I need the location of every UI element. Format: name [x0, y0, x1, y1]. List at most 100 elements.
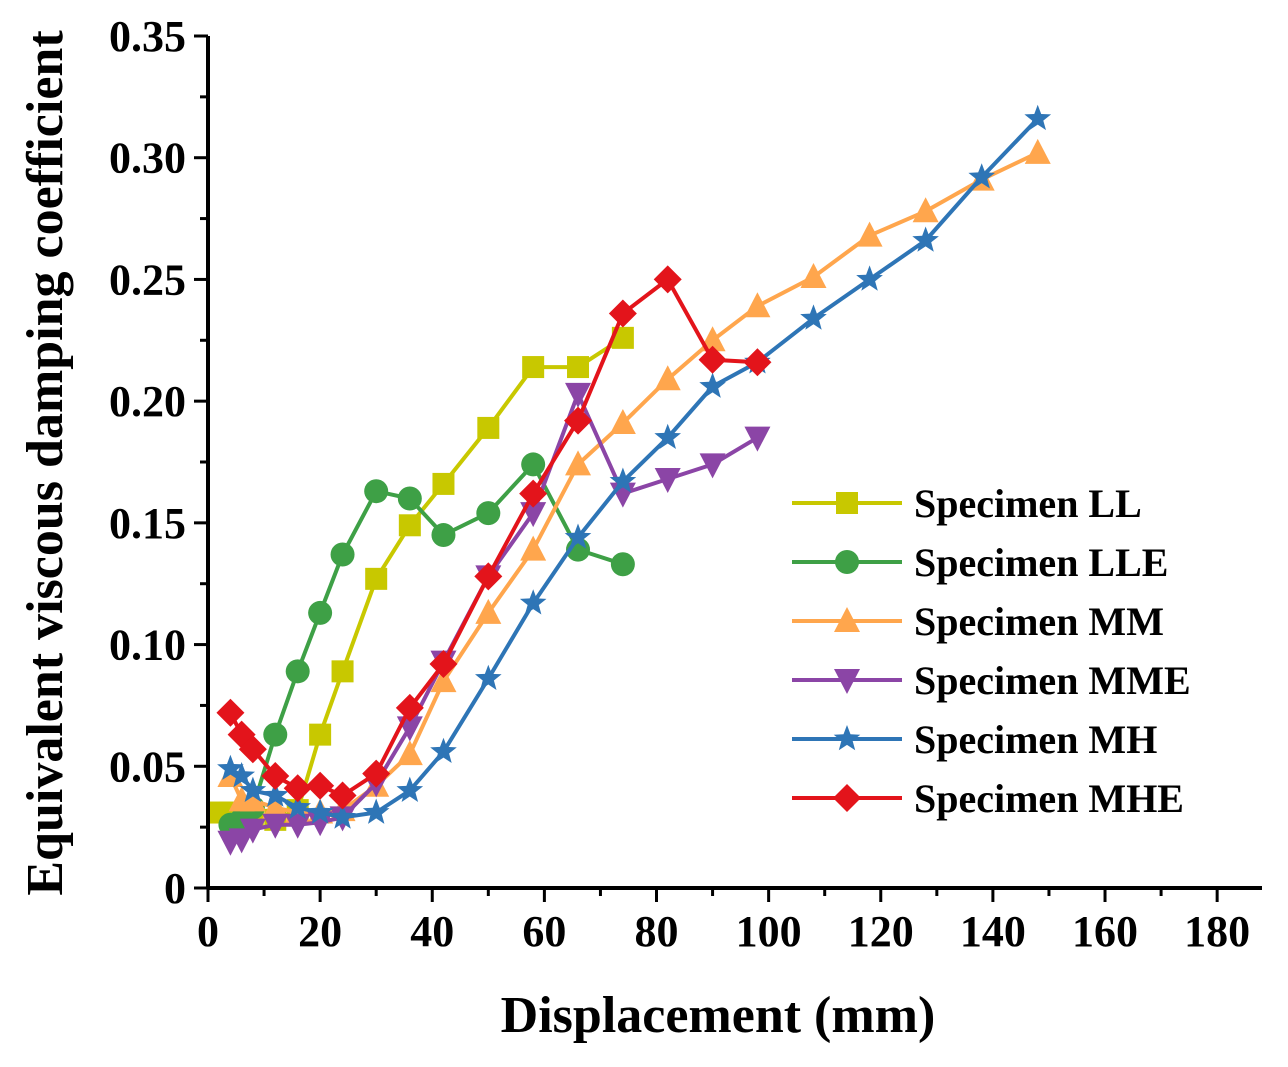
data-point	[397, 486, 422, 511]
x-axis-title: Displacement (mm)	[501, 987, 936, 1044]
data-point	[743, 348, 772, 377]
y-tick-label: 0.30	[109, 134, 186, 183]
legend-label: Specimen LL	[914, 481, 1142, 526]
data-point	[610, 552, 635, 577]
data-point	[474, 562, 503, 591]
data-point	[308, 600, 333, 625]
data-point	[329, 803, 356, 829]
x-tick-label: 140	[960, 907, 1026, 956]
data-point	[362, 759, 391, 788]
data-point	[262, 781, 289, 807]
data-point	[800, 262, 827, 288]
legend-swatch-marker	[833, 784, 861, 812]
data-point	[654, 468, 681, 494]
x-tick-label: 40	[410, 907, 454, 956]
series-line	[229, 117, 1040, 820]
data-point	[432, 472, 455, 495]
data-point	[239, 776, 267, 802]
y-axis-title: Equivalent viscous damping coefficient	[17, 30, 74, 896]
data-point	[398, 514, 421, 537]
data-point	[330, 542, 355, 567]
legend: Specimen LL Specimen LLE Specimen MM Specim…	[792, 481, 1191, 821]
data-point	[430, 737, 457, 763]
data-point	[239, 818, 266, 844]
series-specimen-ll	[208, 326, 634, 831]
data-point	[283, 774, 312, 803]
legend-label: Specimen MME	[914, 658, 1191, 703]
legend-item: Specimen LL	[792, 481, 1142, 526]
x-tick-label: 180	[1184, 907, 1250, 956]
y-tick-label: 0.10	[109, 621, 186, 670]
data-point	[653, 265, 682, 294]
data-point	[262, 813, 289, 839]
y-tick-label: 0.20	[109, 377, 186, 426]
data-point	[565, 382, 592, 408]
y-tick-label: 0.15	[109, 499, 186, 548]
data-point	[431, 523, 456, 548]
legend-item: Specimen LLE	[792, 540, 1168, 585]
legend-swatch-marker	[835, 550, 859, 574]
data-point	[744, 292, 771, 318]
data-point	[364, 479, 389, 504]
legend-label: Specimen MHE	[914, 776, 1184, 821]
legend-item: Specimen MME	[792, 658, 1191, 703]
data-point	[284, 813, 311, 839]
data-point	[968, 163, 995, 189]
data-point	[475, 664, 502, 690]
data-point	[307, 811, 334, 837]
data-point	[263, 722, 288, 747]
data-point	[261, 762, 290, 791]
data-point	[564, 523, 592, 549]
legend-item: Specimen MHE	[792, 776, 1184, 821]
x-tick-label: 20	[298, 907, 342, 956]
series-layer	[208, 104, 1052, 856]
data-point	[475, 598, 502, 624]
data-point	[521, 452, 546, 477]
data-point	[262, 793, 289, 819]
data-point	[699, 372, 726, 398]
x-tick-label: 80	[635, 907, 679, 956]
legend-label: Specimen LLE	[914, 540, 1168, 585]
axes-layer: 0 20 40 60 80 100 120 140 160 180 0 0.05 0.10 0.15 0.2…	[109, 12, 1262, 956]
data-point	[654, 423, 681, 449]
data-point	[912, 197, 939, 223]
data-point	[522, 356, 545, 379]
data-point	[912, 226, 939, 252]
data-point	[396, 740, 423, 766]
x-tick-label: 120	[848, 907, 914, 956]
data-point	[744, 426, 771, 452]
data-point	[477, 416, 500, 439]
data-point	[309, 723, 332, 746]
series-specimen-mhe	[216, 265, 772, 810]
data-point	[228, 762, 255, 788]
legend-item: Specimen MM	[792, 599, 1164, 644]
data-point	[519, 589, 547, 615]
data-point	[306, 798, 334, 824]
legend-swatch-marker	[834, 669, 860, 694]
legend-swatch-marker	[833, 725, 861, 751]
data-point	[429, 650, 458, 679]
data-point	[800, 304, 827, 330]
data-point	[395, 693, 424, 722]
series-line	[228, 150, 1039, 815]
y-tick-label: 0.35	[109, 12, 186, 61]
x-tick-label: 60	[522, 907, 566, 956]
data-point	[284, 793, 311, 819]
data-point	[698, 345, 727, 374]
data-point	[238, 735, 267, 764]
data-point	[565, 450, 592, 476]
data-point	[1024, 104, 1052, 131]
data-point	[362, 798, 390, 824]
x-tick-label: 100	[736, 907, 802, 956]
data-point	[609, 409, 636, 435]
data-point	[609, 467, 637, 493]
data-point	[365, 567, 388, 590]
data-point	[1024, 138, 1051, 164]
x-tick-label: 160	[1072, 907, 1138, 956]
data-point	[567, 356, 590, 379]
data-point	[856, 265, 883, 291]
data-point	[306, 771, 335, 800]
data-point	[430, 667, 457, 693]
data-point	[611, 326, 634, 349]
